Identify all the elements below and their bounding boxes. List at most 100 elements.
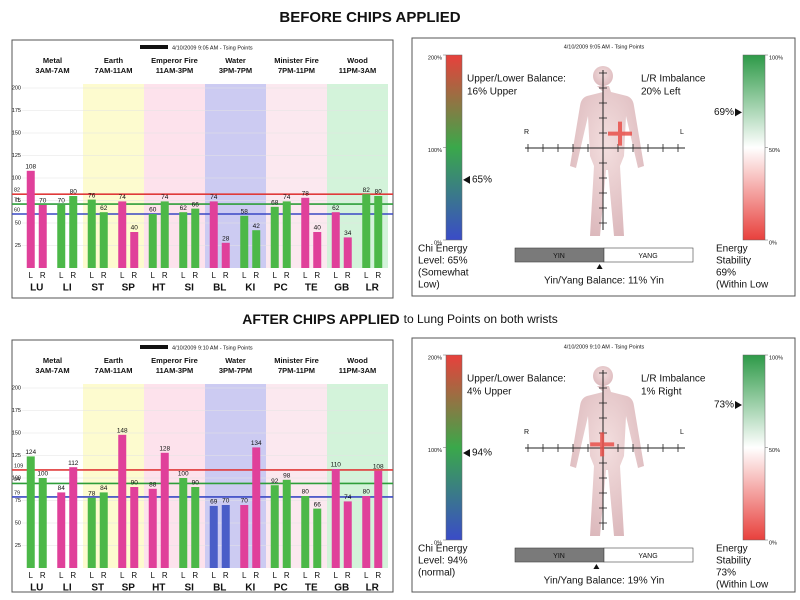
yinyang-text: Yin/Yang Balance: 11% Yin (544, 276, 664, 287)
value-label: 78 (88, 491, 96, 498)
band-time: 7PM-11PM (278, 66, 315, 75)
gauge-tick-label: 100% (428, 448, 442, 454)
value-label: 80 (363, 489, 371, 496)
side-label: L (120, 571, 125, 580)
value-label: 80 (375, 189, 383, 196)
axis-left-label: R (524, 429, 529, 436)
side-label: R (162, 571, 168, 580)
bar (69, 467, 78, 568)
redaction (140, 45, 168, 49)
ul-value: 4% Upper (467, 387, 512, 398)
value-label: 78 (302, 191, 310, 198)
ul-label: Upper/Lower Balance: (467, 374, 566, 385)
bar (26, 456, 35, 568)
side-label: L (151, 571, 156, 580)
band-time: 3PM-7PM (219, 366, 252, 375)
value-label: 92 (271, 478, 279, 485)
balance-panel: 4/10/2009 9:05 AM - Tsing Points 200% 100%… (418, 44, 783, 290)
value-label: 68 (271, 200, 279, 207)
chi-marker (463, 449, 470, 458)
x-tick-label: PC (274, 283, 288, 294)
gauge-tick-label: 100% (769, 55, 783, 61)
side-label: L (212, 271, 217, 280)
value-label: 90 (131, 480, 139, 487)
x-tick-label: SP (122, 583, 136, 594)
bar (240, 215, 249, 268)
bar (282, 201, 291, 268)
side-label: R (223, 271, 229, 280)
x-tick-label: SI (185, 583, 195, 594)
value-label: 62 (180, 205, 188, 212)
yang-bar (603, 547, 694, 563)
value-label: 60 (149, 207, 157, 214)
bar (57, 492, 66, 568)
value-label: 134 (251, 440, 262, 447)
x-tick-label: GB (334, 583, 349, 594)
value-label: 76 (88, 192, 96, 199)
stability-text: 73% (716, 568, 736, 579)
bar (148, 214, 157, 268)
gauge-tick-label: 0% (769, 540, 777, 546)
bar (118, 201, 127, 268)
value-label: 74 (283, 194, 291, 201)
x-tick-label: PC (274, 583, 288, 594)
chi-text: (normal) (418, 568, 455, 579)
bar (87, 497, 96, 568)
side-label: L (273, 571, 278, 580)
side-label: R (314, 571, 320, 580)
side-label: R (162, 271, 168, 280)
yinyang-marker (593, 564, 600, 569)
gauge-tick-label: 0% (434, 240, 442, 246)
band-name: Water (225, 356, 246, 365)
bar (209, 201, 218, 268)
value-label: 100 (178, 471, 189, 478)
band-name: Emperor Fire (151, 356, 198, 365)
ul-value: 16% Upper (467, 87, 518, 98)
x-tick-label: BL (213, 283, 226, 294)
yin-label: YIN (553, 553, 565, 560)
bar (160, 201, 169, 268)
value-label: 74 (344, 494, 352, 501)
y-tick-label: 100 (12, 175, 21, 181)
bar (191, 208, 200, 268)
y-tick-label: 125 (12, 153, 21, 159)
value-label: 34 (344, 230, 352, 237)
band-time: 11AM-3PM (156, 66, 194, 75)
side-label: R (70, 271, 76, 280)
stability-text: (Within Low (716, 280, 769, 291)
gauge-tick-label: 200% (428, 355, 442, 361)
yang-bar (603, 247, 694, 263)
stability-text: Stability (716, 256, 751, 267)
bar (313, 508, 322, 568)
panel-subtitle: 4/10/2009 9:05 AM - Tsing Points (564, 44, 645, 50)
bar (118, 434, 127, 568)
bar (160, 452, 169, 568)
side-label: L (181, 271, 186, 280)
chi-text: (Somewhat (418, 268, 469, 279)
x-tick-label: ST (91, 583, 104, 594)
side-label: R (192, 571, 198, 580)
value-label: 70 (58, 198, 66, 205)
value-label: 80 (70, 189, 78, 196)
chi-value-label: 65% (472, 175, 492, 186)
lr-label: L/R Imbalance (641, 74, 706, 85)
x-tick-label: LI (63, 583, 72, 594)
band-time: 7PM-11PM (278, 366, 315, 375)
value-label: 40 (314, 225, 322, 232)
yang-label: YANG (638, 253, 657, 260)
stability-marker (735, 400, 742, 409)
band-name: Water (225, 56, 246, 65)
side-label: R (284, 571, 290, 580)
side-label: R (131, 271, 137, 280)
value-label: 124 (25, 449, 36, 456)
value-label: 112 (68, 460, 79, 467)
bar (130, 487, 139, 568)
chi-text: Level: 65% (418, 256, 468, 267)
bar (57, 205, 66, 268)
side-label: L (273, 271, 278, 280)
x-tick-label: KI (245, 583, 255, 594)
band-time: 11PM-3AM (339, 366, 377, 375)
side-label: L (242, 271, 247, 280)
stability-text: Stability (716, 556, 751, 567)
value-label: 62 (100, 205, 108, 212)
